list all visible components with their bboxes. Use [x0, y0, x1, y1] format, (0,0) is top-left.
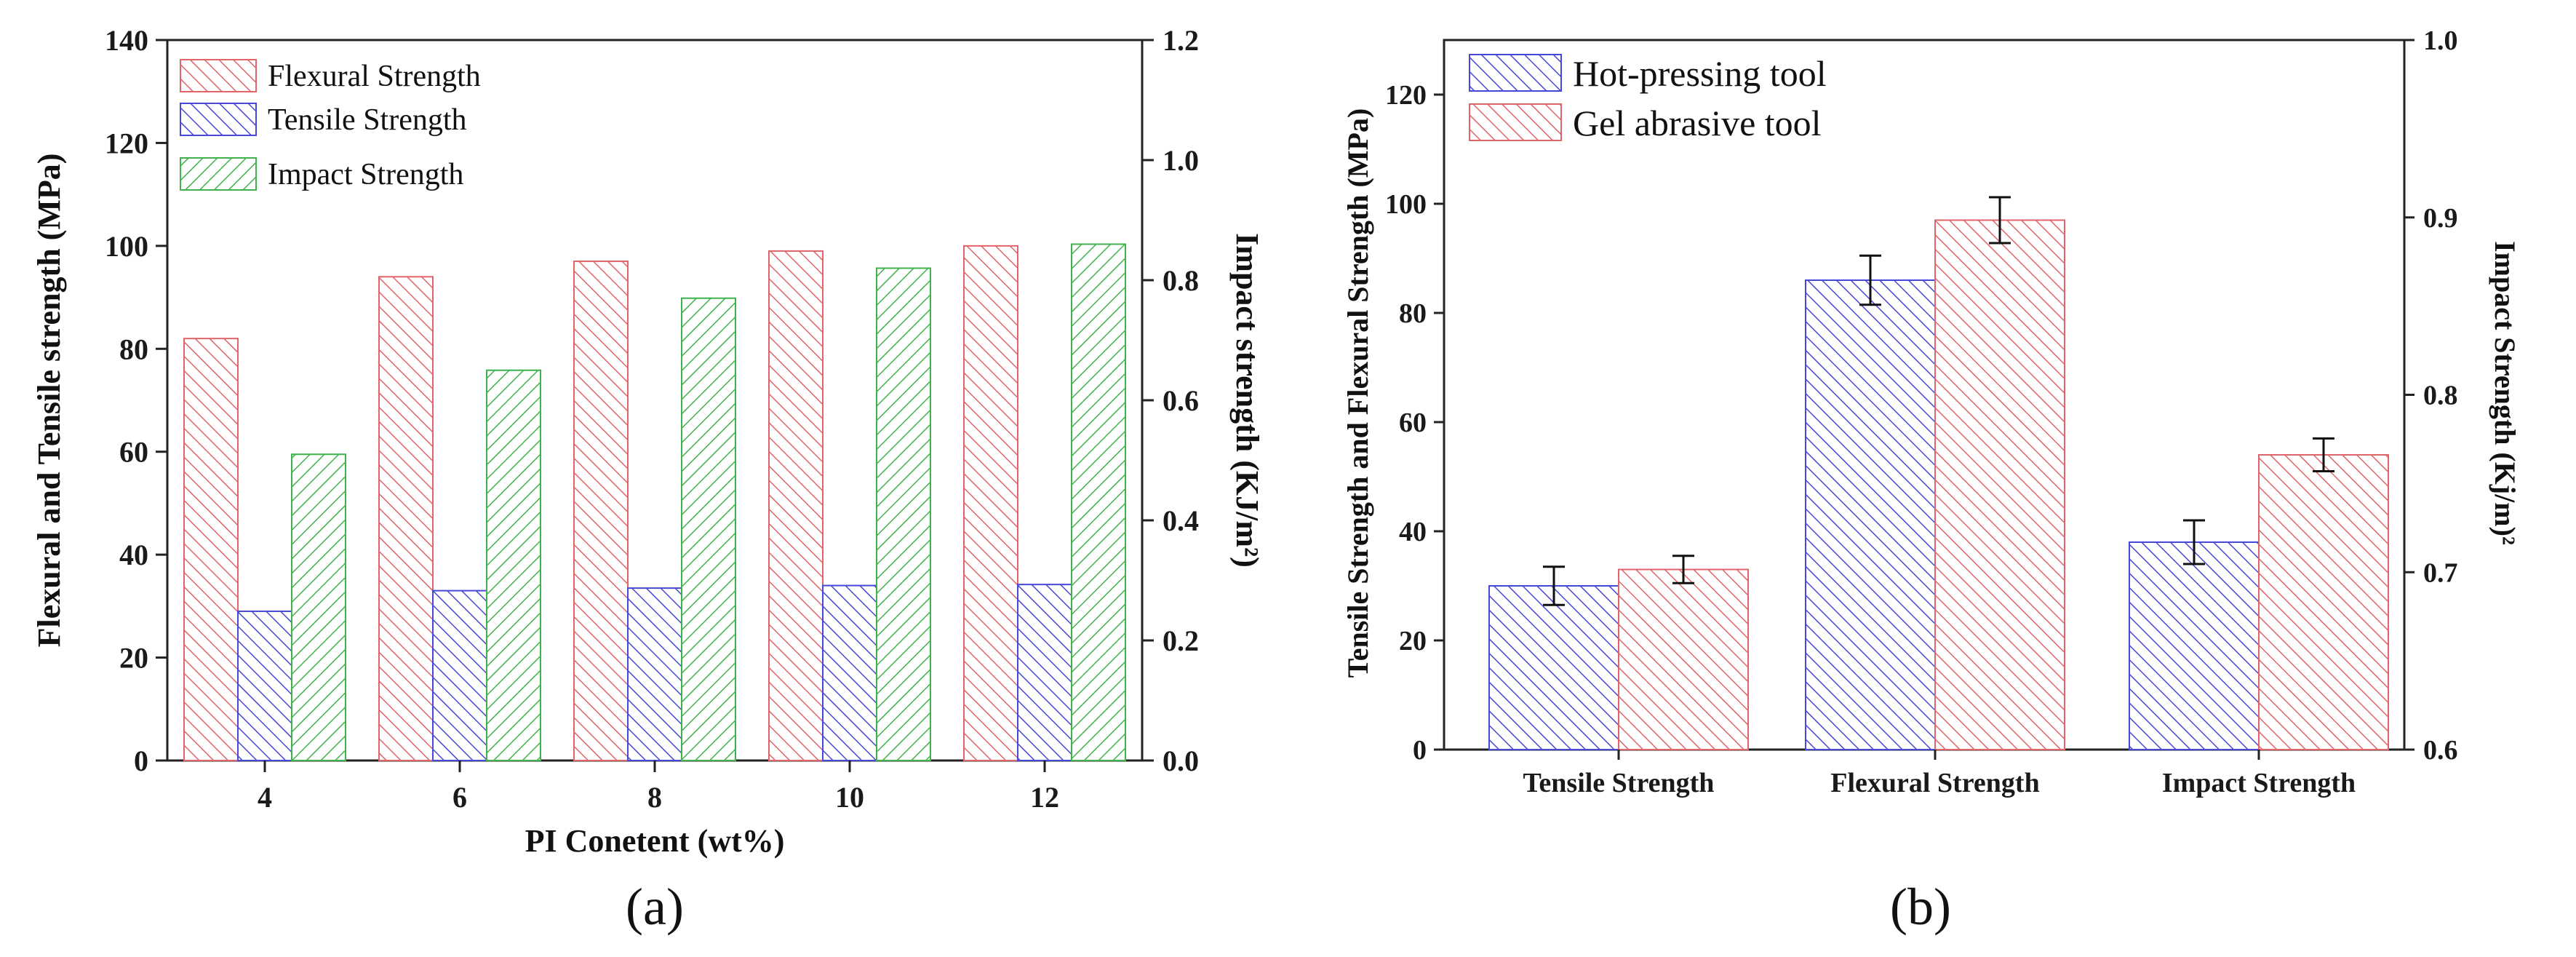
y2-tick-label: 0.0 [1163, 744, 1199, 777]
legend-label-flexural: Flexural Strength [268, 60, 481, 93]
bar-gel-abrasive-tool-impact-strength [2258, 454, 2389, 750]
legend-label-gel-abrasive: Gel abrasive tool [1573, 103, 1822, 143]
y2-tick-label: 0.2 [1163, 624, 1199, 657]
chart-a-bars [183, 243, 1126, 762]
chart-b-y-axis-title: Tensile Strength and Flexural Strength (… [1341, 108, 1374, 678]
chart-b-bars [1488, 196, 2389, 750]
y-tick-label: 140 [105, 24, 148, 57]
bar-impact-strength-4 [291, 453, 346, 761]
y-tick-label: 60 [119, 436, 148, 469]
y-tick-label: 0 [134, 744, 148, 777]
x-tick-label: 12 [1030, 781, 1059, 814]
chart-a-x-axis: 4 6 8 10 12 [258, 761, 1059, 814]
y-tick-label: 20 [1399, 626, 1427, 656]
bar-impact-strength-6 [486, 369, 541, 761]
bar-flexural-strength-10 [768, 250, 824, 761]
y-tick-label: 80 [119, 333, 148, 365]
bar-flexural-strength-4 [183, 338, 239, 761]
y-tick-label: 120 [105, 127, 148, 159]
bar-hot-pressing-tool-impact-strength [2129, 541, 2260, 750]
legend-swatch-flexural [180, 59, 257, 92]
bar-tensile-strength-10 [822, 584, 877, 761]
bar-gel-abrasive-tool-flexural-strength [1934, 219, 2065, 750]
bar-hot-pressing-tool-flexural-strength [1805, 279, 1936, 750]
y2-tick-label: 0.4 [1163, 504, 1199, 537]
y-tick-label: 60 [1399, 408, 1427, 438]
chart-a-y2-axis-title: Impact strength (KJ/m²) [1229, 233, 1265, 568]
bar-impact-strength-12 [1071, 243, 1126, 761]
legend-swatch-gel-abrasive [1469, 103, 1562, 141]
chart-a-right-axis: 0.0 0.2 0.4 0.6 0.8 1.0 1.2 [1142, 24, 1199, 777]
chart-b: 0 20 40 60 80 100 120 0.6 0.7 0.8 0.9 1.0 Tensile … [1341, 25, 2521, 936]
y2-tick-label: 1.0 [2423, 25, 2458, 56]
y-tick-label: 120 [1385, 80, 1427, 111]
bar-tensile-strength-4 [237, 610, 292, 762]
y2-tick-label: 0.8 [1163, 264, 1199, 297]
chart-a-left-axis: 0 20 40 60 80 100 120 140 [105, 24, 167, 777]
bar-gel-abrasive-tool-tensile-strength [1618, 568, 1749, 750]
y-tick-label: 100 [1385, 189, 1427, 220]
y2-tick-label: 0.7 [2423, 557, 2458, 588]
bar-flexural-strength-8 [573, 261, 629, 762]
panel-label-b: (b) [1890, 878, 1951, 936]
bar-impact-strength-8 [681, 297, 736, 761]
legend-label-impact: Impact Strength [268, 158, 463, 191]
y2-tick-label: 0.8 [2423, 381, 2458, 411]
y2-tick-label: 0.9 [2423, 203, 2458, 234]
legend-label-tensile: Tensile Strength [268, 103, 467, 137]
chart-b-right-axis: 0.6 0.7 0.8 0.9 1.0 [2404, 25, 2458, 766]
legend-swatch-tensile [180, 103, 257, 136]
chart-b-left-axis: 0 20 40 60 80 100 120 [1385, 80, 1444, 766]
chart-a-legend: Flexural Strength Tensile Strength Impac… [180, 59, 481, 191]
y-tick-label: 20 [119, 642, 148, 675]
chart-a-x-axis-title: PI Conetent (wt%) [525, 823, 785, 859]
bar-tensile-strength-8 [627, 587, 682, 761]
x-tick-label: 4 [258, 781, 272, 814]
x-tick-label: Impact Strength [2162, 768, 2356, 798]
x-tick-label: 10 [835, 781, 864, 814]
chart-b-legend: Hot-pressing tool Gel abrasive tool [1469, 53, 1827, 143]
y-tick-label: 100 [105, 230, 148, 263]
bar-tensile-strength-6 [432, 589, 487, 762]
y-tick-label: 80 [1399, 298, 1427, 329]
x-tick-label: 8 [647, 781, 662, 814]
chart-a: 0 20 40 60 80 100 120 140 0.0 0.2 0.4 0.6 0.8 1.0 1.2… [31, 24, 1265, 936]
bar-hot-pressing-tool-tensile-strength [1488, 585, 1619, 750]
legend-label-hot-pressing: Hot-pressing tool [1573, 53, 1827, 94]
y-tick-label: 40 [119, 539, 148, 571]
chart-b-y2-axis-title: Impact Strength (Kj/m)² [2489, 241, 2521, 545]
legend-swatch-hot-pressing [1469, 54, 1562, 92]
x-tick-label: Flexural Strength [1830, 768, 2039, 798]
x-tick-label: 6 [452, 781, 467, 814]
y-tick-label: 40 [1399, 517, 1427, 547]
y2-tick-label: 1.2 [1163, 24, 1199, 57]
x-tick-label: Tensile Strength [1523, 768, 1715, 798]
chart-b-x-axis: Tensile Strength Flexural Strength Impact … [1523, 750, 2356, 798]
bar-flexural-strength-12 [963, 245, 1018, 762]
y2-tick-label: 0.6 [1163, 384, 1199, 417]
bar-flexural-strength-6 [378, 276, 434, 761]
bar-tensile-strength-12 [1017, 584, 1072, 762]
bar-impact-strength-10 [876, 267, 931, 761]
y2-tick-label: 1.0 [1163, 144, 1199, 177]
y-tick-label: 0 [1413, 735, 1427, 766]
chart-a-y-axis-title: Flexural and Tensile strength (MPa) [31, 154, 67, 648]
y2-tick-label: 0.6 [2423, 735, 2458, 766]
legend-swatch-impact [180, 157, 257, 191]
panel-label-a: (a) [626, 878, 684, 936]
